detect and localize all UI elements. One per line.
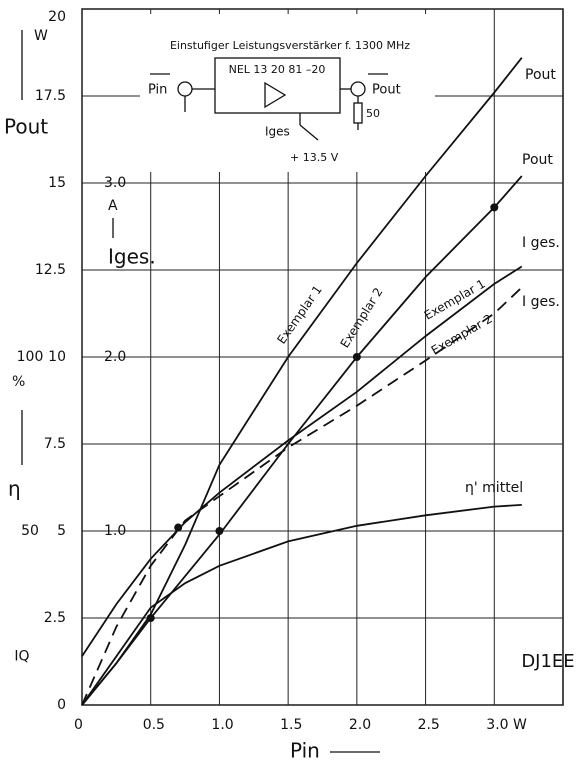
iq-label: IQ [14,648,29,664]
y3-tick-label: 50 [21,523,39,539]
y3-unit: % [12,374,25,390]
y-tick-label: 12.5 [35,262,66,278]
x-axis-title: Pin [290,739,320,763]
y-unit: W [34,28,48,44]
x-tick-label: 2.0 [349,717,371,733]
y2-tick-label: 3.0 [104,175,126,191]
inset: Einstufiger Leistungsverstärker f. 1300 … [148,39,410,164]
inset-pin: Pin [148,83,167,98]
y-tick-label: 2.5 [44,610,66,626]
x-tick-label: 1.0 [211,717,233,733]
series-label: I ges. [522,235,560,251]
inset-supply: + 13.5 V [290,151,339,164]
y-tick-label: 7.5 [44,436,66,452]
x-tick-label: 1.5 [280,717,302,733]
y2-unit: A [108,198,118,214]
y-tick-label: 20 [48,9,66,25]
device: NEL 13 20 81 –20 [229,63,326,76]
inset-pout: Pout [372,83,401,98]
series-line [81,57,523,706]
x-tick-label: 0 [74,717,83,733]
data-point [215,527,224,535]
amp-symbol [264,81,287,109]
y-tick-label: 10 [48,349,66,365]
series-label: I ges. [522,294,560,310]
wire [299,124,319,141]
y2-axis-title: Iges. [108,245,156,269]
data-point [174,523,183,532]
series-line [81,175,523,706]
inset-bg [140,14,435,172]
series-label: η' mittel [465,480,523,496]
series-label: Pout [525,67,556,83]
y-tick-label: 17.5 [35,88,66,104]
inset-load: 50 [366,107,380,120]
data-point [146,614,155,622]
series-label: Pout [522,152,553,168]
inset-title: Einstufiger Leistungsverstärker f. 1300 … [170,39,410,52]
data-point [490,203,499,212]
x-tick-label: 0.5 [143,717,165,733]
y-tick-label: 5 [57,523,66,539]
y-tick-label: 15 [48,175,66,191]
axis-arrows [21,30,380,753]
data-point [352,353,361,361]
y-axis-title: Pout [4,115,48,139]
y-tick-label: 0 [57,697,66,713]
amp-box [214,57,341,114]
series-line [81,286,523,706]
annotation: DJ1EE [521,651,574,672]
y2-tick-label: 1.0 [104,523,126,539]
series-line [81,265,523,657]
y3-tick-label: 100 [17,349,44,365]
inset-iges: Iges [265,125,290,139]
y3-axis-title: η [8,477,21,501]
series-line [81,504,522,706]
y2-tick-label: 2.0 [104,349,126,365]
x-tick-label: 2.5 [418,717,440,733]
x-tick-label: 3.0 W [486,717,527,733]
